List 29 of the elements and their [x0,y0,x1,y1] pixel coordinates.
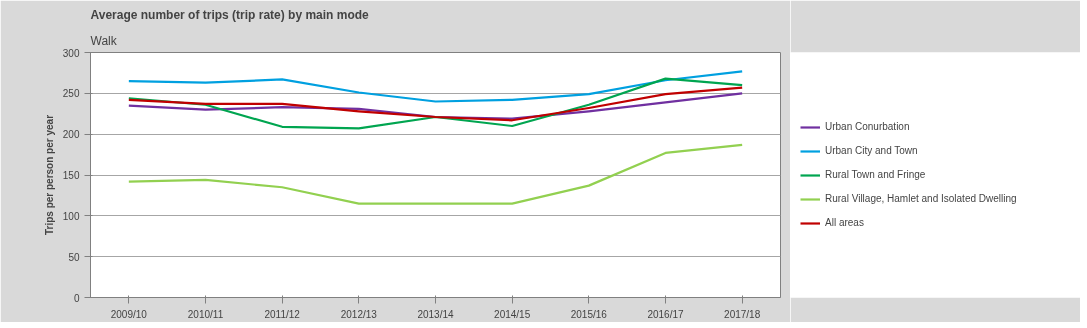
legend-label: Rural Village, Hamlet and Isolated Dwelling [825,192,1017,206]
line-series [127,86,744,122]
x-tick-label: 2017/18 [724,308,761,320]
legend-label: Urban City and Town [825,144,918,158]
y-tick-label: 200 [62,129,80,141]
line-series [127,92,744,120]
y-tick-label: 150 [62,170,80,181]
legend-label: All areas [825,216,864,230]
x-tick-label: 2015/16 [570,308,608,320]
y-tick-label: 100 [62,210,80,222]
x-tick-label: 2012/13 [340,308,378,320]
x-tick-label: 2016/17 [647,308,685,320]
y-tick-label: 0 [73,292,80,304]
x-tick-label: 2010/11 [187,308,224,320]
y-tick-label: 300 [62,47,80,59]
chart-title: Average number of trips (trip rate) by main mode [90,7,370,22]
x-tick-label: 2011/12 [264,308,301,320]
line-series [127,70,744,103]
legend-label: Rural Town and Fringe [825,168,926,182]
y-tick-label: 50 [68,251,80,263]
line-series [127,143,744,205]
chart-subtitle: Walk [90,33,118,48]
x-tick-label: 2009/10 [110,308,148,320]
x-tick-label: 2014/15 [494,308,531,320]
legend-label: Urban Conurbation [825,120,910,134]
y-tick-label: 250 [62,88,80,100]
line-series [127,77,744,130]
x-tick-label: 2013/14 [417,308,455,320]
y-axis-title: Trips per person per year [43,114,55,236]
